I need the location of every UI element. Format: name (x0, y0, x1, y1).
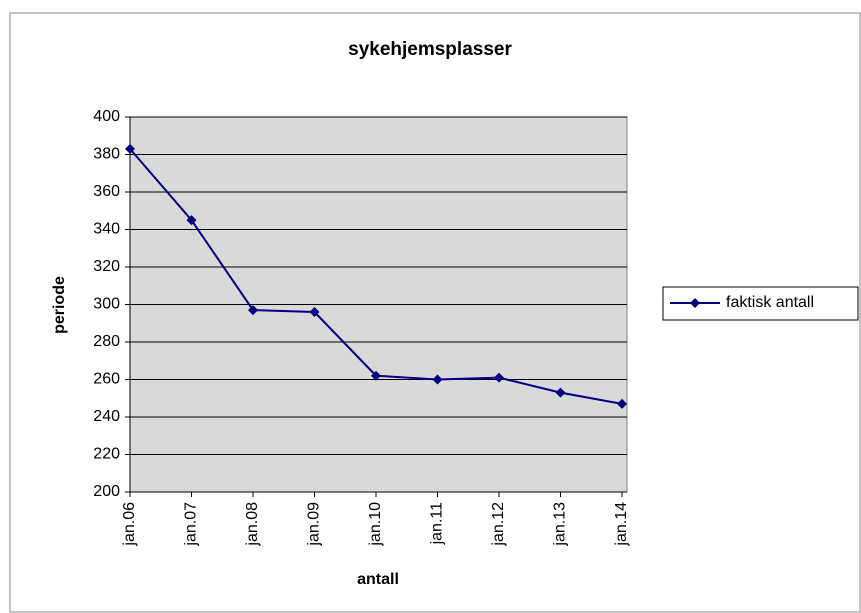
y-tick-label: 300 (93, 296, 120, 313)
x-tick-label: jan.10 (367, 502, 384, 547)
y-tick-label: 380 (93, 146, 120, 163)
data-point (371, 370, 381, 381)
x-tick-label: jan.07 (183, 502, 200, 547)
legend-marker (690, 298, 700, 308)
y-axis-label: periode (51, 276, 68, 334)
y-tick-label: 260 (93, 371, 120, 388)
x-tick-label: jan.08 (244, 502, 261, 547)
data-point (555, 387, 566, 398)
y-tick-label: 200 (93, 483, 120, 500)
y-tick-label: 320 (93, 258, 120, 275)
y-tick-label: 340 (93, 221, 120, 238)
y-tick-label: 220 (93, 446, 120, 463)
y-tick-label: 400 (93, 108, 120, 125)
x-tick-label: jan.09 (306, 502, 323, 547)
chart-title: sykehjemsplasser (348, 39, 512, 60)
data-point (617, 398, 627, 409)
x-tick-label: jan.13 (552, 502, 569, 547)
x-tick-label: jan.06 (121, 502, 138, 547)
x-axis-label: antall (357, 571, 399, 588)
y-tick-label: 360 (93, 183, 120, 200)
x-tick-label: jan.12 (490, 502, 507, 547)
data-point (309, 307, 320, 317)
data-point (248, 305, 258, 316)
y-tick-label: 240 (93, 408, 120, 425)
y-tick-label: 280 (93, 333, 120, 350)
data-point (186, 215, 197, 226)
legend-label: faktisk antall (726, 294, 814, 311)
data-point (432, 374, 443, 385)
x-tick-label: jan.11 (429, 502, 446, 546)
data-point (125, 143, 135, 154)
data-point (494, 372, 504, 383)
x-tick-label: jan.14 (613, 502, 630, 547)
